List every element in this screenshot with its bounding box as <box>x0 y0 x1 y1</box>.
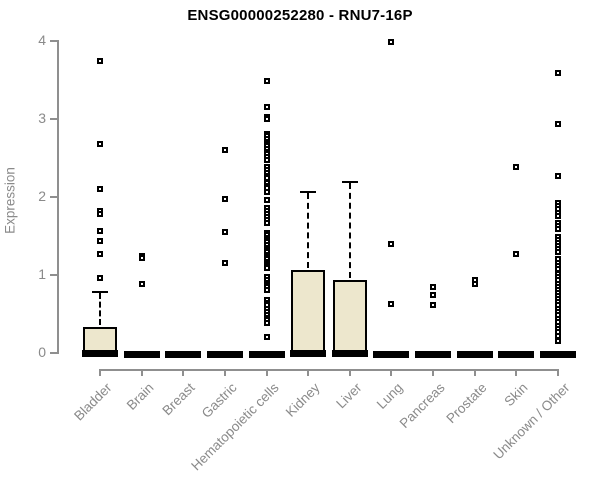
x-axis-tick <box>515 369 518 376</box>
outlier-point <box>138 281 145 288</box>
outlier-point <box>263 333 270 340</box>
x-axis-tick <box>265 369 268 376</box>
chart-title: ENSG00000252280 - RNU7-16P <box>187 7 413 24</box>
whisker-cap <box>92 291 108 294</box>
y-tick-label: 0 <box>38 344 46 360</box>
outlier-point <box>555 337 562 344</box>
x-axis-tick <box>99 369 101 376</box>
y-axis-tick <box>50 118 57 120</box>
x-axis-tick <box>557 369 560 376</box>
outlier-point <box>263 103 270 110</box>
y-tick-label: 3 <box>38 110 46 126</box>
outlier-point <box>471 281 478 288</box>
whisker-cap <box>300 191 317 194</box>
outlier-point <box>97 227 103 234</box>
outlier-point <box>221 147 228 154</box>
y-axis-tick <box>50 40 57 42</box>
collapsed-box-median <box>373 351 410 358</box>
median-line <box>290 350 327 357</box>
x-axis-tick <box>182 369 185 376</box>
collapsed-box-median <box>248 351 285 358</box>
outlier-point <box>263 219 270 226</box>
outlier-point <box>555 172 562 179</box>
outlier-point <box>97 140 103 147</box>
outlier-point <box>555 120 562 127</box>
x-axis-tick <box>390 369 393 376</box>
box <box>291 269 326 357</box>
outlier-point <box>97 186 103 193</box>
x-axis-tick <box>307 369 310 376</box>
outlier-point <box>97 250 103 257</box>
outlier-point <box>263 77 270 84</box>
outlier-point <box>388 300 395 307</box>
y-axis-tick <box>50 196 57 198</box>
collapsed-box-median <box>498 351 535 358</box>
outlier-point <box>221 260 228 267</box>
outlier-point <box>263 320 270 327</box>
collapsed-box-median <box>540 351 577 358</box>
outlier-point <box>221 196 228 203</box>
outlier-point <box>388 38 395 45</box>
outlier-point <box>221 229 228 236</box>
y-tick-label: 2 <box>38 188 46 204</box>
outlier-point <box>555 265 562 272</box>
box <box>332 280 367 357</box>
outlier-point <box>513 250 520 257</box>
collapsed-box-median <box>165 351 202 358</box>
outlier-point <box>97 275 103 282</box>
y-axis-line <box>57 40 59 354</box>
outlier-point <box>388 240 395 247</box>
collapsed-box-median <box>415 351 452 358</box>
outlier-point <box>430 292 437 299</box>
collapsed-box-median <box>123 351 160 358</box>
whisker-line <box>99 293 101 326</box>
collapsed-box-median <box>206 351 243 358</box>
whisker-line <box>307 193 310 268</box>
outlier-point <box>513 164 520 171</box>
outlier-point <box>263 188 270 195</box>
outlier-point <box>555 212 562 219</box>
collapsed-box-median <box>456 351 493 358</box>
median-line <box>331 350 368 357</box>
outlier-point <box>97 237 103 244</box>
y-axis-tick <box>50 352 57 354</box>
outlier-point <box>97 211 103 218</box>
x-axis-line <box>99 369 560 371</box>
y-axis-tick <box>50 274 57 276</box>
median-line <box>82 350 118 357</box>
outlier-point <box>430 283 437 290</box>
x-axis-tick <box>223 369 226 376</box>
outlier-point <box>263 286 270 293</box>
outlier-point <box>555 248 562 255</box>
x-axis-tick <box>348 369 351 376</box>
outlier-point <box>138 254 145 261</box>
outlier-point <box>555 69 562 76</box>
y-tick-label: 1 <box>38 266 46 282</box>
x-axis-tick <box>473 369 476 376</box>
whisker-line <box>348 183 351 279</box>
outlier-point <box>430 301 437 308</box>
outlier-point <box>263 156 270 163</box>
outlier-point <box>263 197 270 204</box>
outlier-point <box>263 264 270 271</box>
whisker-cap <box>341 181 358 184</box>
x-axis-tick <box>140 369 143 376</box>
x-axis-tick <box>432 369 435 376</box>
outlier-point <box>263 116 270 122</box>
y-tick-label: 4 <box>38 32 46 48</box>
outlier-point <box>555 225 562 232</box>
outlier-point <box>97 58 103 65</box>
